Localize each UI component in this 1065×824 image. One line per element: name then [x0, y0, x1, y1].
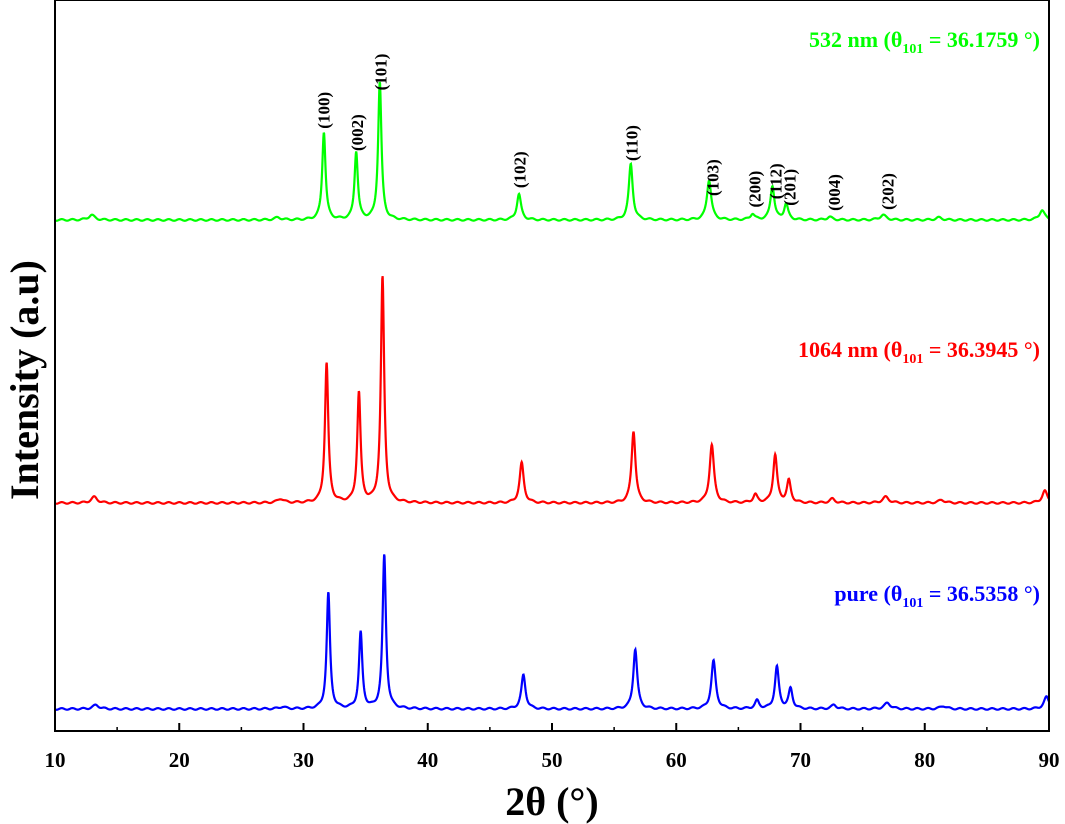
series-line-1064-nm [54, 275, 1050, 505]
peak-annotations: (100) (002) (101) (102) (110) (103) (200) (112)… [314, 54, 897, 211]
peak-label-002: (002) [348, 114, 367, 151]
y-axis-title: Intensity (a.u) [2, 260, 47, 500]
peak-label-103: (103) [703, 159, 722, 196]
x-axis-title: 2θ (°) [505, 779, 599, 824]
x-axis-ticks: 10 20 30 40 50 60 70 80 90 [45, 723, 1060, 772]
series-layer [54, 81, 1050, 711]
x-tick-label: 60 [666, 748, 687, 772]
peak-label-100: (100) [314, 92, 333, 129]
peak-label-201: (201) [780, 169, 799, 206]
peak-label-202: (202) [879, 173, 898, 210]
series-line-pure [54, 554, 1050, 711]
x-tick-label: 90 [1039, 748, 1060, 772]
x-tick-label: 80 [914, 748, 935, 772]
x-tick-label: 40 [417, 748, 438, 772]
series-line-532-nm [54, 81, 1050, 222]
peak-label-112: (112) [767, 163, 786, 199]
series-label-532-nm: 532 nm (θ101 = 36.1759 °) [809, 27, 1040, 57]
peak-label-004: (004) [825, 174, 844, 211]
plot-frame [54, 0, 1050, 732]
peak-label-200: (200) [746, 171, 765, 208]
peak-label-110: (110) [623, 125, 642, 161]
x-tick-label: 30 [293, 748, 314, 772]
x-tick-label: 20 [169, 748, 190, 772]
series-label-1064-nm: 1064 nm (θ101 = 36.3945 °) [798, 337, 1040, 367]
x-tick-label: 70 [790, 748, 811, 772]
x-tick-label: 50 [542, 748, 563, 772]
peak-label-102: (102) [511, 151, 530, 188]
series-label-pure: pure (θ101 = 36.5358 °) [834, 581, 1040, 611]
series-labels: pure (θ101 = 36.5358 °) 1064 nm (θ101 = 3… [798, 27, 1040, 611]
peak-label-101: (101) [372, 54, 391, 91]
x-tick-label: 10 [45, 748, 66, 772]
